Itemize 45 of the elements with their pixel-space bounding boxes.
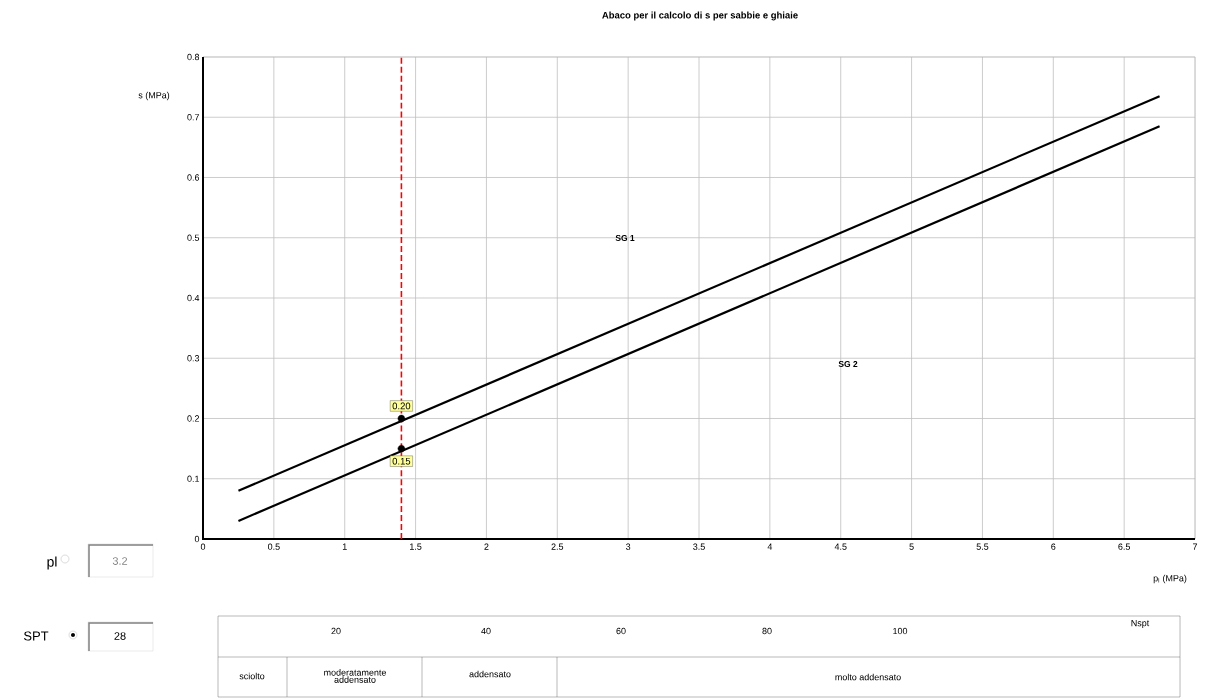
x-tick-label: 7 — [1192, 543, 1198, 550]
text: SPT — [24, 631, 49, 641]
text: 60 — [616, 627, 626, 635]
y-tick-label: 0.1 — [187, 475, 200, 482]
text: 28 — [114, 632, 126, 640]
x-tick-label: 5.5 — [976, 543, 989, 550]
y-tick-label: 0.7 — [187, 114, 200, 121]
y-tick-label: 0.5 — [187, 234, 200, 241]
x-tick-label: 0 — [200, 543, 206, 550]
y-tick-label: 0 — [194, 535, 200, 543]
text: moderatamente addensato — [324, 669, 386, 683]
x-tick-label: 6 — [1051, 543, 1056, 550]
text: molto addensato — [835, 673, 901, 681]
x-tick-label: 6.5 — [1118, 543, 1131, 550]
data-label: 0.20 — [392, 402, 411, 410]
x-tick-label: 2 — [484, 543, 489, 550]
text: 80 — [762, 627, 772, 635]
annotation: SG 1 — [615, 235, 635, 241]
x-tick-label: 2.5 — [551, 543, 564, 550]
annotation: SG 2 — [838, 361, 858, 367]
x-tick-label: 4 — [767, 543, 773, 550]
text: sciolto — [239, 672, 265, 680]
text: addensato — [469, 670, 511, 678]
x-tick-label: 1 — [342, 543, 347, 550]
x-axis-title: p$_{l}$ (MPa) — [1153, 574, 1187, 584]
x-tick-label: 0.5 — [267, 543, 280, 550]
x-tick-label: 5 — [909, 543, 914, 550]
text: Nspt — [1131, 619, 1150, 629]
text: 100 — [893, 627, 908, 635]
text: pl — [47, 556, 57, 570]
x-tick-label: 4.5 — [834, 543, 847, 550]
y-tick-label: 0.4 — [187, 294, 200, 302]
text: 40 — [481, 627, 491, 635]
y-axis-title: s (MPa) — [138, 91, 170, 101]
x-tick-label: 3.5 — [693, 543, 705, 550]
x-tick-label: 1.5 — [410, 543, 422, 550]
y-tick-label: 0.8 — [187, 53, 200, 61]
y-tick-label: 0.2 — [187, 415, 200, 422]
x-tick-label: 3 — [626, 543, 631, 550]
y-tick-label: 0.3 — [187, 355, 200, 362]
chart-title: Abaco per il calcolo di s per sabbie e ghiaie — [602, 11, 798, 21]
text: 3.2 — [112, 557, 128, 565]
text: 20 — [331, 627, 341, 635]
data-label: 0.15 — [392, 457, 411, 465]
y-tick-label: 0.6 — [187, 174, 200, 181]
